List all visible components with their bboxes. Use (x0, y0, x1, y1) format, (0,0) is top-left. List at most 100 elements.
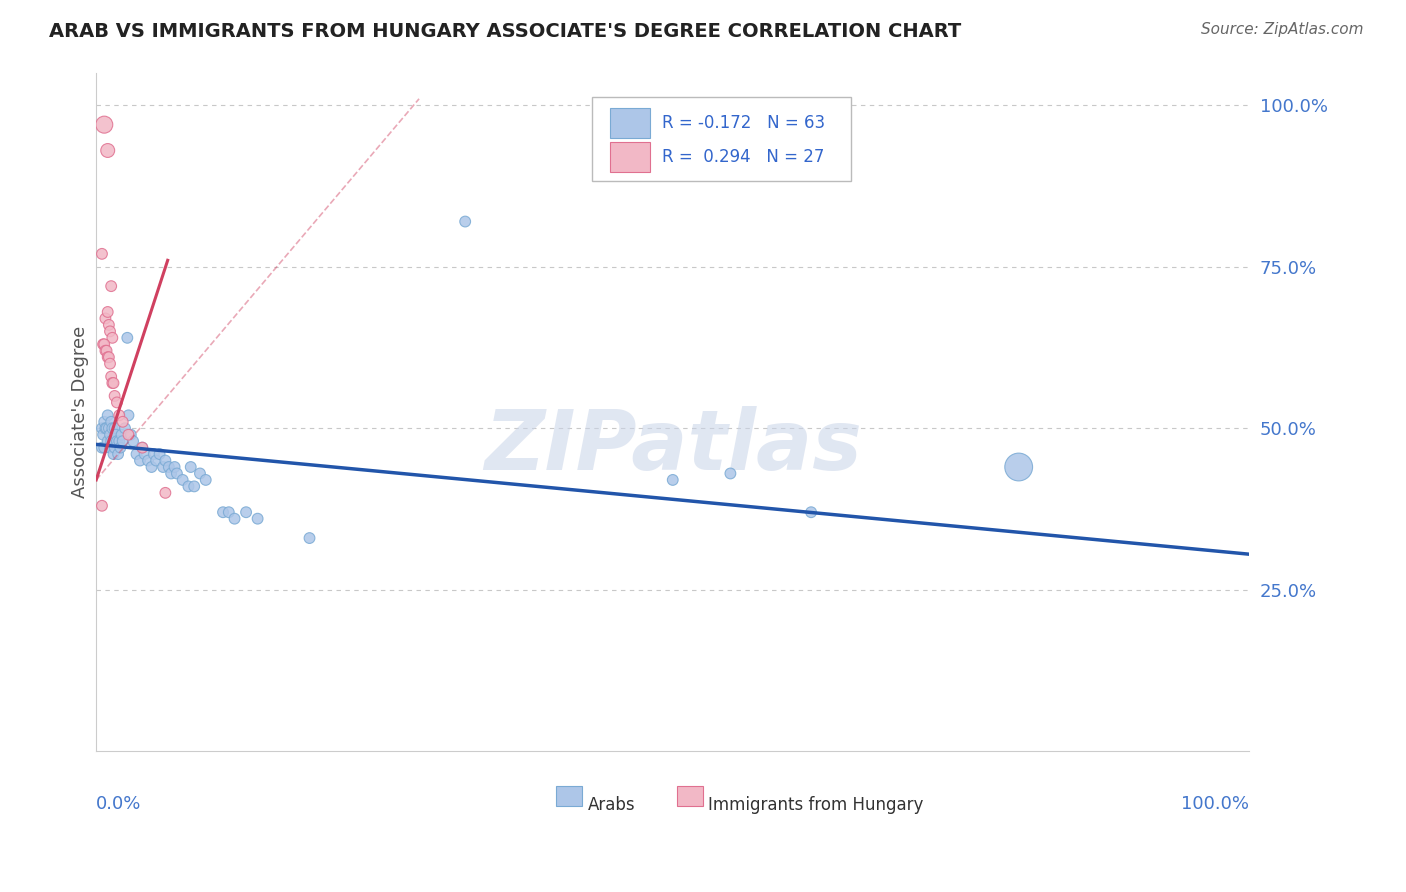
Text: ZIPatlas: ZIPatlas (484, 406, 862, 486)
Point (98, 324, 121, 338)
Text: Source: ZipAtlas.com: Source: ZipAtlas.com (1201, 22, 1364, 37)
Point (157, 460, 180, 475)
Point (94, 311, 117, 326)
Point (97, 318, 120, 332)
Point (104, 421, 127, 435)
Text: R =  0.294   N = 27: R = 0.294 N = 27 (662, 148, 825, 166)
Point (108, 434, 131, 449)
Point (105, 434, 128, 449)
Point (155, 453, 177, 467)
Point (110, 427, 132, 442)
Point (188, 467, 211, 481)
Point (122, 434, 145, 449)
Point (100, 369, 122, 384)
Text: ARAB VS IMMIGRANTS FROM HUNGARY ASSOCIATE'S DEGREE CORRELATION CHART: ARAB VS IMMIGRANTS FROM HUNGARY ASSOCIAT… (49, 22, 962, 41)
FancyBboxPatch shape (610, 108, 650, 138)
Point (166, 467, 188, 481)
Point (117, 331, 139, 345)
Point (136, 453, 159, 467)
Point (100, 415, 122, 429)
Point (246, 511, 269, 525)
Point (177, 479, 200, 493)
Point (224, 511, 246, 525)
Point (194, 473, 217, 487)
Point (1008, 460, 1031, 475)
Point (100, 279, 122, 293)
Point (149, 447, 172, 461)
Point (141, 460, 163, 475)
Point (101, 331, 124, 345)
Point (160, 467, 183, 481)
FancyBboxPatch shape (678, 786, 703, 806)
Point (298, 531, 321, 545)
Point (91, 247, 114, 261)
Point (134, 447, 156, 461)
Point (91, 427, 114, 442)
Point (97, 434, 120, 449)
Point (97, 144, 120, 158)
Point (107, 447, 129, 461)
Point (97, 421, 120, 435)
Point (172, 473, 194, 487)
Point (110, 441, 132, 455)
Point (93, 441, 115, 455)
Point (111, 415, 134, 429)
Point (104, 427, 127, 442)
Point (91, 441, 114, 455)
Point (97, 409, 120, 423)
Point (93, 118, 115, 132)
Point (94, 421, 117, 435)
Point (98, 357, 121, 371)
Point (91, 499, 114, 513)
Point (235, 505, 257, 519)
Text: 100.0%: 100.0% (1181, 796, 1250, 814)
Point (183, 479, 205, 493)
Point (661, 473, 683, 487)
Point (97, 350, 120, 364)
Point (800, 505, 823, 519)
Point (180, 460, 202, 475)
Text: R = -0.172   N = 63: R = -0.172 N = 63 (662, 114, 825, 132)
Point (145, 453, 167, 467)
Point (91, 337, 114, 351)
Point (454, 214, 477, 228)
Text: Arabs: Arabs (588, 796, 636, 814)
Point (129, 453, 152, 467)
Point (142, 447, 165, 461)
Point (93, 415, 115, 429)
Point (103, 447, 125, 461)
Point (120, 427, 142, 442)
Point (718, 467, 741, 481)
Point (155, 486, 177, 500)
Point (105, 395, 128, 409)
Point (100, 434, 122, 449)
Point (101, 421, 124, 435)
Point (131, 441, 153, 455)
FancyBboxPatch shape (592, 96, 852, 181)
Point (98, 441, 121, 455)
Point (97, 305, 120, 319)
Point (218, 505, 240, 519)
FancyBboxPatch shape (557, 786, 582, 806)
Point (117, 427, 139, 442)
Point (117, 409, 139, 423)
Point (163, 460, 186, 475)
Text: Immigrants from Hungary: Immigrants from Hungary (709, 796, 924, 814)
Point (111, 434, 134, 449)
Point (97, 350, 120, 364)
Point (108, 409, 131, 423)
Point (212, 505, 235, 519)
Point (104, 389, 127, 403)
Text: 0.0%: 0.0% (96, 796, 142, 814)
Point (93, 337, 115, 351)
Y-axis label: Associate's Degree: Associate's Degree (72, 326, 89, 499)
Point (131, 441, 153, 455)
Point (103, 434, 125, 449)
Point (91, 421, 114, 435)
Point (96, 343, 118, 358)
FancyBboxPatch shape (610, 142, 650, 172)
Point (98, 427, 121, 442)
Point (101, 376, 124, 390)
Point (104, 441, 127, 455)
Point (96, 421, 118, 435)
